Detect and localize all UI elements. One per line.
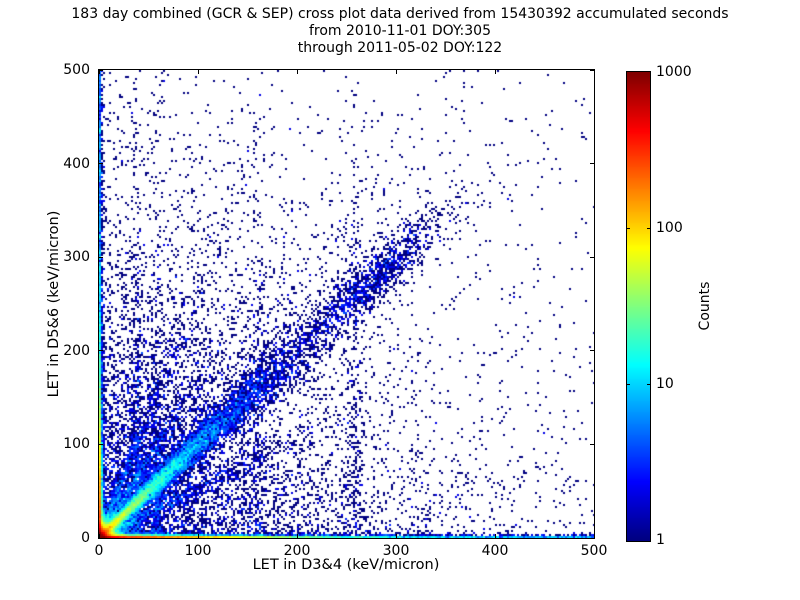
colorbar-label: Counts: [697, 281, 713, 331]
x-tick-label: 500: [580, 543, 608, 559]
y-tick-label: 400: [63, 155, 90, 172]
plot-frame: [98, 69, 595, 539]
y-tick-right: [590, 256, 594, 258]
y-tick: [99, 163, 103, 165]
x-tick: [296, 534, 298, 538]
colorbar-gradient-canvas: [627, 72, 650, 541]
x-tick: [197, 534, 199, 538]
x-tick-label: 0: [94, 543, 104, 559]
chart-title-line3: through 2011-05-02 DOY:122: [297, 40, 503, 56]
y-tick: [99, 537, 103, 539]
y-tick-right: [590, 69, 594, 71]
y-tick: [99, 443, 103, 445]
x-tick-top: [197, 70, 199, 74]
colorbar-tick-label: 1: [656, 532, 665, 548]
y-tick: [99, 69, 103, 71]
colorbar-tick: [627, 227, 630, 229]
x-tick-top: [98, 70, 100, 74]
x-tick-label: 200: [283, 543, 311, 559]
y-tick-right: [590, 163, 594, 165]
x-tick: [494, 534, 496, 538]
x-tick-top: [593, 70, 595, 74]
x-tick: [593, 534, 595, 538]
y-tick-label: 0: [81, 530, 90, 546]
chart-title-line2: from 2010-11-01 DOY:305: [308, 23, 491, 39]
y-tick-label: 200: [63, 342, 90, 359]
colorbar-tick-label: 100: [656, 220, 683, 236]
y-tick-right: [590, 443, 594, 445]
colorbar-tick-label: 10: [656, 376, 674, 392]
x-tick: [98, 534, 100, 538]
x-tick-top: [296, 70, 298, 74]
colorbar-tick-label: 1000: [656, 64, 692, 80]
chart-title-line1: 183 day combined (GCR & SEP) cross plot …: [71, 6, 729, 22]
y-tick-right: [590, 537, 594, 539]
y-tick: [99, 256, 103, 258]
colorbar-tick: [647, 227, 650, 229]
x-tick-label: 300: [382, 543, 410, 559]
heatmap-canvas: [99, 70, 594, 538]
x-tick-top: [494, 70, 496, 74]
y-axis-label: LET in D5&6 (keV/micron): [46, 210, 62, 398]
x-tick-top: [395, 70, 397, 74]
colorbar-tick: [627, 383, 630, 385]
y-tick-right: [590, 350, 594, 352]
x-tick: [395, 534, 397, 538]
colorbar-tick: [647, 383, 650, 385]
y-tick-label: 100: [63, 436, 90, 453]
x-tick-label: 100: [184, 543, 212, 559]
y-tick-label: 500: [63, 62, 90, 78]
y-tick-label: 300: [63, 249, 90, 266]
y-tick: [99, 350, 103, 352]
x-tick-label: 400: [481, 543, 509, 559]
colorbar-frame: [626, 71, 651, 542]
x-axis-label: LET in D3&4 (keV/micron): [252, 557, 440, 573]
chart-title: 183 day combined (GCR & SEP) cross plot …: [0, 6, 800, 57]
